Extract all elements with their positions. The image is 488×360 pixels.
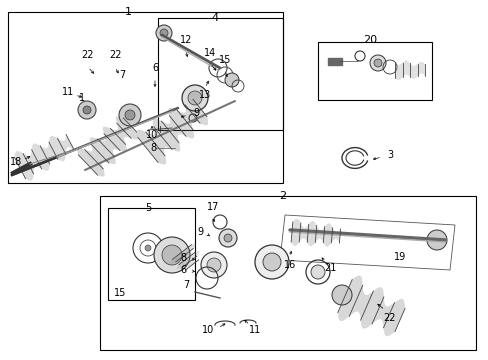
- Circle shape: [373, 59, 381, 67]
- Circle shape: [160, 29, 168, 37]
- Polygon shape: [337, 275, 404, 336]
- Circle shape: [224, 73, 239, 87]
- Polygon shape: [290, 219, 340, 247]
- Text: 1: 1: [124, 7, 131, 17]
- Text: 15: 15: [218, 55, 231, 65]
- Text: 11: 11: [62, 87, 74, 97]
- Text: 4: 4: [211, 13, 218, 23]
- Circle shape: [310, 265, 325, 279]
- Circle shape: [254, 245, 288, 279]
- Text: 20: 20: [362, 35, 376, 45]
- Bar: [158, 18, 283, 130]
- Circle shape: [206, 258, 221, 272]
- Bar: [108, 208, 195, 300]
- Text: 14: 14: [203, 48, 216, 58]
- Circle shape: [187, 91, 202, 105]
- Text: 12: 12: [180, 35, 192, 45]
- Circle shape: [78, 101, 96, 119]
- Text: 21: 21: [323, 263, 336, 273]
- Text: 10: 10: [202, 325, 214, 335]
- Text: 15: 15: [114, 288, 126, 298]
- Text: 8: 8: [150, 143, 156, 153]
- Circle shape: [426, 230, 446, 250]
- Circle shape: [201, 252, 226, 278]
- Text: 6: 6: [152, 63, 158, 73]
- Text: 9: 9: [193, 108, 199, 118]
- Circle shape: [224, 234, 231, 242]
- Text: 7: 7: [183, 280, 189, 290]
- Text: 9: 9: [197, 227, 203, 237]
- Polygon shape: [137, 97, 208, 165]
- Circle shape: [263, 253, 281, 271]
- Text: 3: 3: [386, 150, 392, 160]
- Text: 22: 22: [108, 50, 121, 60]
- Bar: [8, 12, 283, 183]
- Polygon shape: [170, 243, 200, 270]
- Bar: [100, 196, 475, 350]
- Circle shape: [83, 106, 91, 114]
- Circle shape: [331, 285, 351, 305]
- Bar: [317, 42, 431, 100]
- Circle shape: [182, 85, 207, 111]
- Polygon shape: [77, 116, 138, 176]
- Text: 1: 1: [79, 93, 85, 103]
- Circle shape: [156, 25, 172, 41]
- Text: 16: 16: [284, 260, 296, 270]
- Circle shape: [369, 55, 385, 71]
- Text: 13: 13: [199, 90, 211, 100]
- Text: 6: 6: [180, 265, 185, 275]
- Circle shape: [145, 245, 151, 251]
- Text: 22: 22: [81, 50, 94, 60]
- Text: 22: 22: [383, 313, 395, 323]
- Polygon shape: [394, 60, 424, 80]
- Text: 11: 11: [248, 325, 261, 335]
- Circle shape: [162, 245, 182, 265]
- Text: 8: 8: [180, 253, 185, 263]
- Text: 7: 7: [119, 70, 125, 80]
- Circle shape: [125, 110, 135, 120]
- Text: 19: 19: [393, 252, 406, 262]
- Circle shape: [119, 104, 141, 126]
- Text: 10: 10: [145, 130, 158, 140]
- Text: 2: 2: [279, 191, 286, 201]
- Circle shape: [154, 237, 190, 273]
- Polygon shape: [327, 58, 341, 65]
- Text: 5: 5: [144, 203, 151, 213]
- Text: 17: 17: [206, 202, 219, 212]
- Text: 18: 18: [10, 157, 22, 167]
- Polygon shape: [15, 135, 74, 181]
- Circle shape: [219, 229, 237, 247]
